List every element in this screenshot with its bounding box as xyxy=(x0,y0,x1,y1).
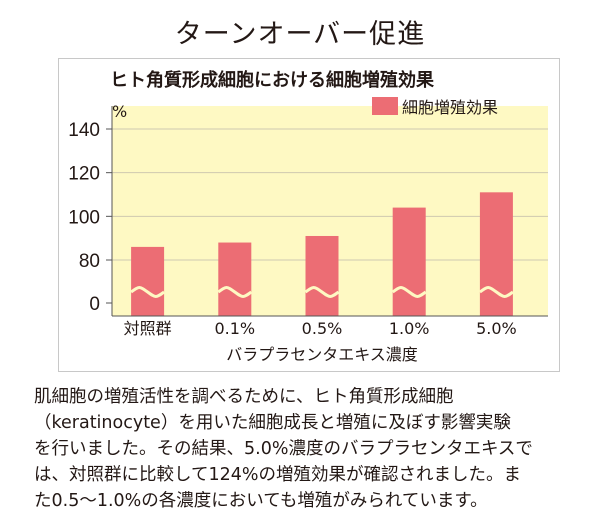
y-tick-label: 140 xyxy=(68,120,100,141)
description-line: は、対照群に比較して124%の増殖効果が確認されました。ま xyxy=(34,465,522,485)
axis-break-mark xyxy=(391,286,427,298)
legend-label: 細胞増殖効果 xyxy=(402,98,498,117)
y-tick-label: 100 xyxy=(68,207,100,228)
x-tick-label: 対照群 xyxy=(124,319,172,338)
description-line: 肌細胞の増殖活性を調べるために、ヒト角質形成細胞 xyxy=(34,387,454,407)
page-title: ターンオーバー促進 xyxy=(174,19,426,50)
description-line: を行いました。その結果、5.0%濃度のバラプラセンタエキスで xyxy=(34,439,533,459)
bar xyxy=(131,246,165,316)
x-tick-label: 0.5% xyxy=(302,319,343,338)
description: 肌細胞の増殖活性を調べるために、ヒト角質形成細胞 （keratinocyte）を… xyxy=(34,384,574,514)
y-tick-label: 0 xyxy=(89,294,100,315)
chart-title: ヒト角質形成細胞における細胞増殖効果 xyxy=(110,70,434,91)
legend-swatch xyxy=(372,97,398,115)
bar xyxy=(218,242,252,316)
axis-break-mark xyxy=(130,286,165,298)
y-axis-label: % xyxy=(112,102,127,121)
bar xyxy=(392,207,426,316)
y-tick-label: 80 xyxy=(79,251,100,272)
bar xyxy=(479,192,513,316)
y-tick-label: 120 xyxy=(68,164,100,185)
description-line: （keratinocyte）を用いた細胞成長と増殖に及ぼす影響実験 xyxy=(34,413,511,433)
description-line: た0.5～1.0%の各濃度においても増殖がみられています。 xyxy=(34,491,488,511)
axis-break-mark xyxy=(304,286,340,298)
x-tick-label: 1.0% xyxy=(389,319,430,338)
bar xyxy=(305,235,339,316)
axis-break-mark xyxy=(479,286,514,298)
x-tick-label: 5.0% xyxy=(476,319,517,338)
x-axis-label: バラプラセンタエキス濃度 xyxy=(226,345,418,364)
axis-break-mark xyxy=(217,286,253,298)
x-tick-label: 0.1% xyxy=(214,319,255,338)
